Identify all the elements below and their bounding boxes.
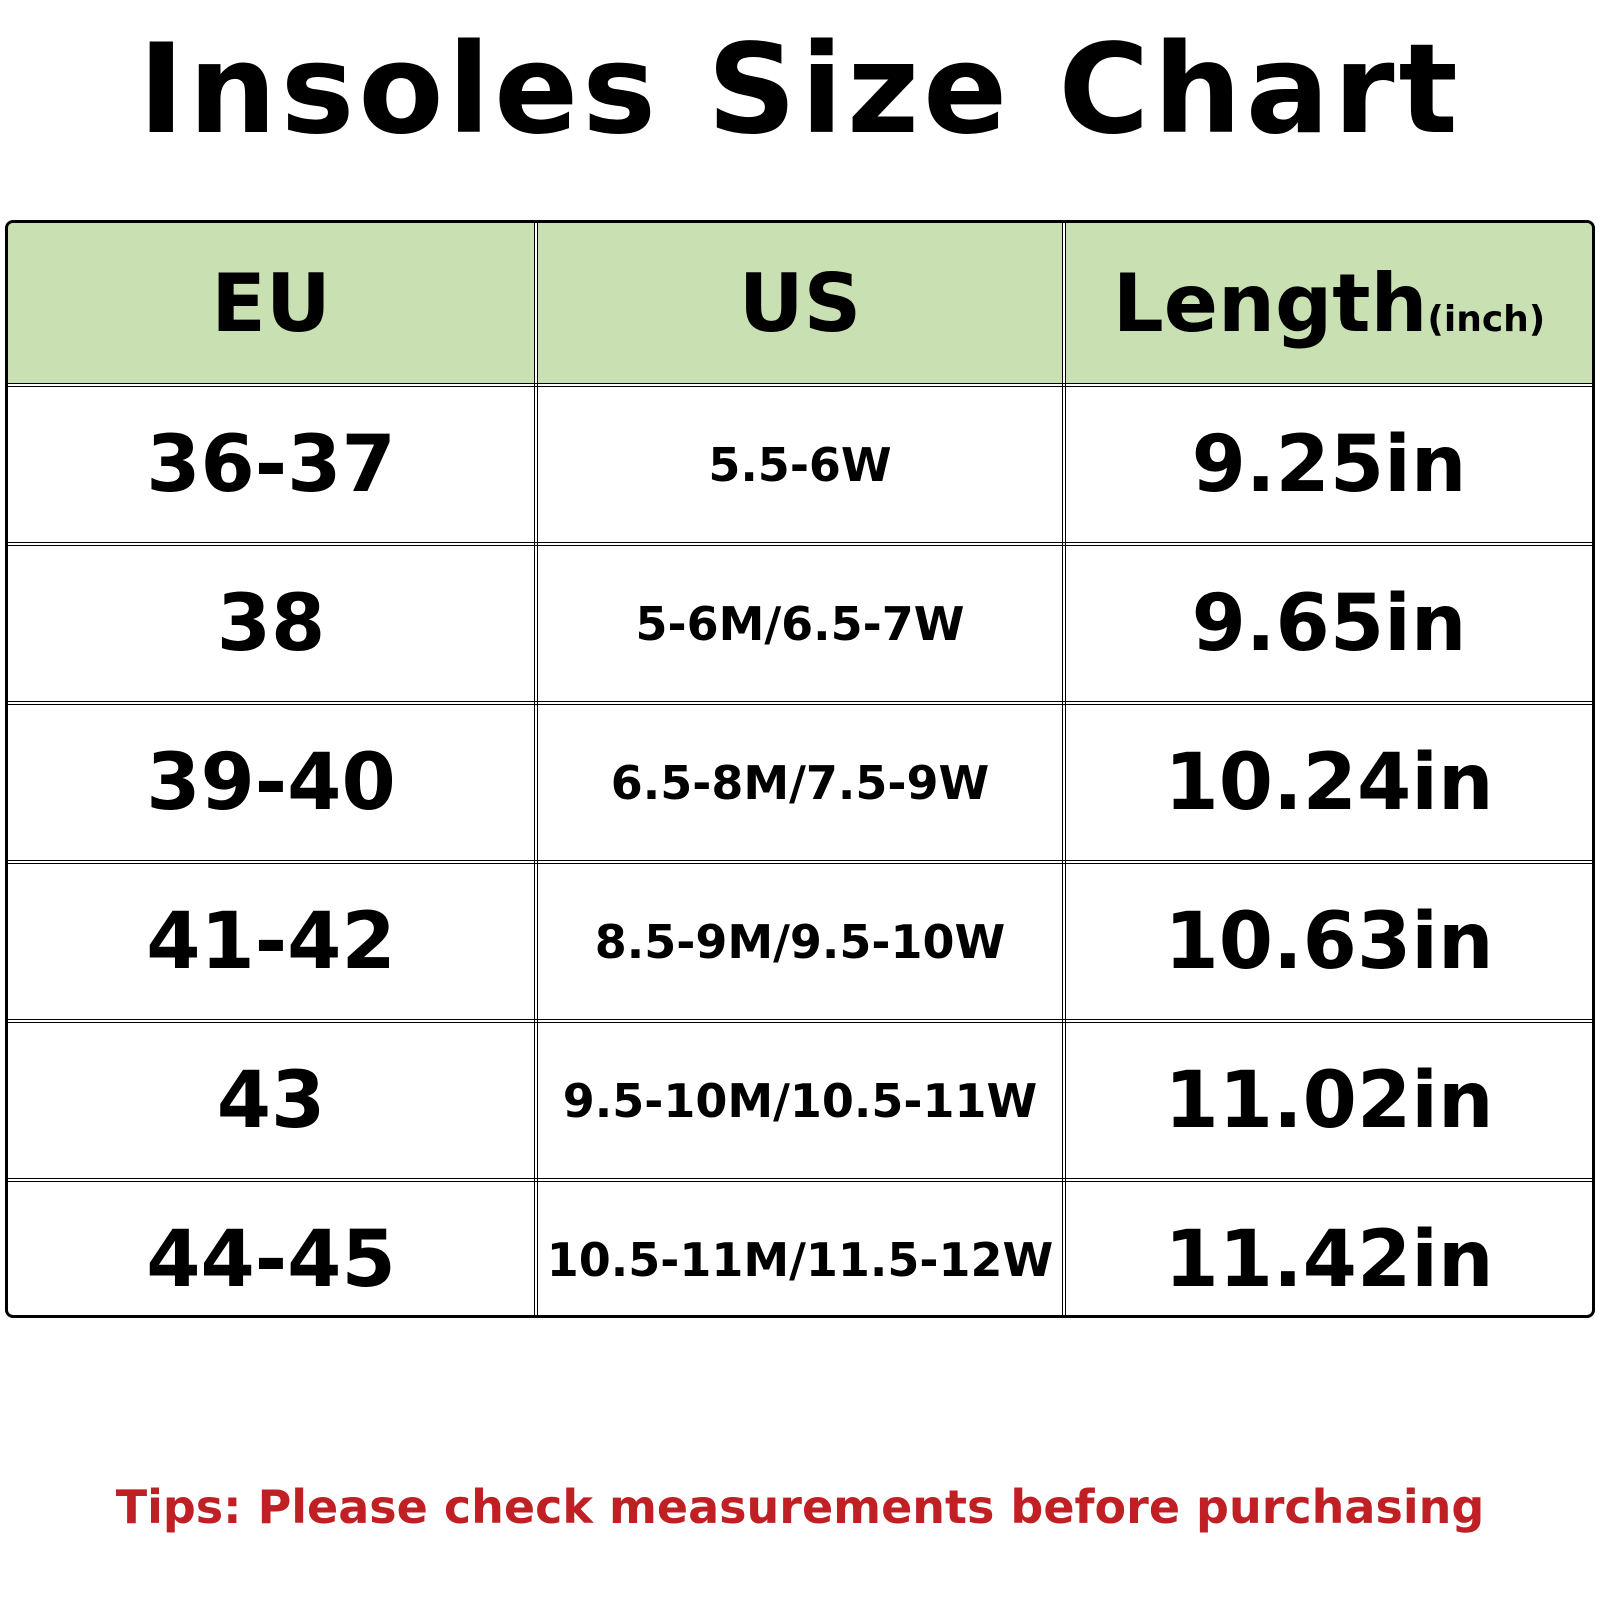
header-eu: EU <box>8 223 538 387</box>
cell-eu: 38 <box>8 542 538 705</box>
cell-length: 10.24in <box>1062 701 1592 864</box>
cell-eu: 43 <box>8 1019 538 1182</box>
cell-eu: 44-45 <box>8 1178 538 1315</box>
cell-us: 5-6M/6.5-7W <box>534 542 1066 705</box>
table-row: 36-37 5.5-6W 9.25in <box>8 383 1592 546</box>
cell-length: 10.63in <box>1062 860 1592 1023</box>
table-row: 39-40 6.5-8M/7.5-9W 10.24in <box>8 701 1592 864</box>
table-row: 43 9.5-10M/10.5-11W 11.02in <box>8 1019 1592 1182</box>
chart-title: Insoles Size Chart <box>138 18 1462 162</box>
cell-eu: 36-37 <box>8 383 538 546</box>
table-header-row: EU US Length(inch) <box>8 223 1592 387</box>
cell-us: 8.5-9M/9.5-10W <box>534 860 1066 1023</box>
header-us: US <box>534 223 1066 387</box>
header-length: Length(inch) <box>1062 223 1592 387</box>
header-length-unit: (inch) <box>1427 298 1546 340</box>
tips-note: Tips: Please check measurements before p… <box>115 1480 1485 1534</box>
cell-eu: 39-40 <box>8 701 538 864</box>
cell-eu: 41-42 <box>8 860 538 1023</box>
cell-length: 9.65in <box>1062 542 1592 705</box>
cell-us: 9.5-10M/10.5-11W <box>534 1019 1066 1182</box>
table-row: 44-45 10.5-11M/11.5-12W 11.42in <box>8 1178 1592 1315</box>
cell-length: 9.25in <box>1062 383 1592 546</box>
header-eu-label: EU <box>211 256 331 350</box>
size-table-frame: EU US Length(inch) 36-37 5.5-6W 9.25in 3… <box>5 220 1595 1318</box>
cell-length: 11.42in <box>1062 1178 1592 1315</box>
cell-us: 5.5-6W <box>534 383 1066 546</box>
cell-us: 10.5-11M/11.5-12W <box>534 1178 1066 1315</box>
header-length-label: Length <box>1112 256 1428 350</box>
cell-length: 11.02in <box>1062 1019 1592 1182</box>
cell-us: 6.5-8M/7.5-9W <box>534 701 1066 864</box>
size-table: EU US Length(inch) 36-37 5.5-6W 9.25in 3… <box>8 223 1592 1315</box>
table-row: 41-42 8.5-9M/9.5-10W 10.63in <box>8 860 1592 1023</box>
header-us-label: US <box>738 256 862 350</box>
table-row: 38 5-6M/6.5-7W 9.65in <box>8 542 1592 705</box>
